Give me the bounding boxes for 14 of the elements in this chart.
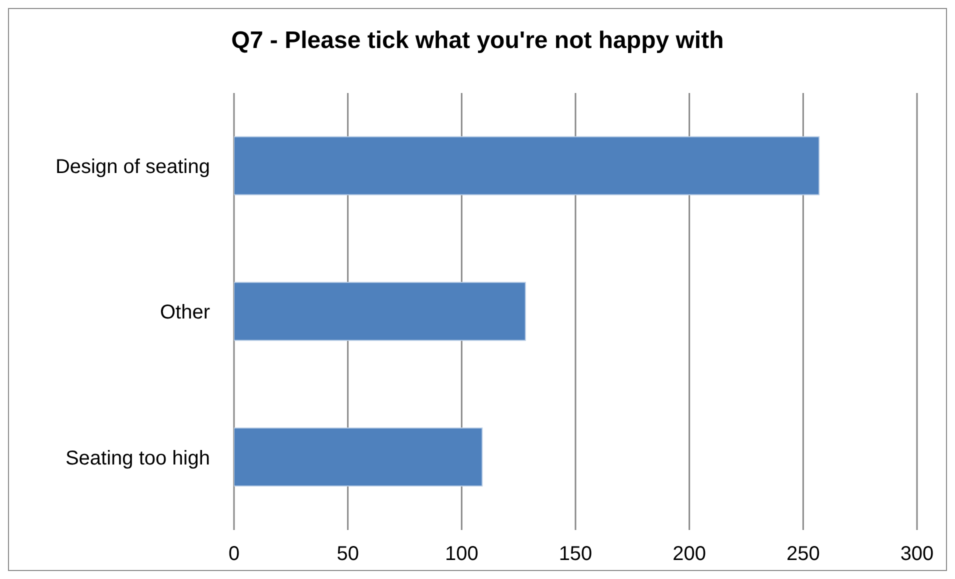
- x-tick-label: 250: [786, 543, 820, 566]
- chart-title: Q7 - Please tick what you're not happy with: [230, 27, 725, 55]
- x-tick-label: 200: [672, 543, 706, 566]
- y-tick-label: Other: [160, 302, 210, 324]
- x-tick-label: 0: [228, 543, 240, 566]
- x-tick-label: 150: [558, 543, 592, 566]
- x-tick-label: 50: [336, 543, 359, 566]
- x-tick-label: 300: [900, 543, 934, 566]
- y-tick-label: Seating too high: [65, 447, 210, 470]
- bar: [234, 428, 483, 487]
- x-tick-label: 100: [444, 543, 478, 566]
- y-tick-label: Design of seating: [55, 156, 210, 178]
- bar: [234, 282, 526, 341]
- bar: [234, 136, 820, 196]
